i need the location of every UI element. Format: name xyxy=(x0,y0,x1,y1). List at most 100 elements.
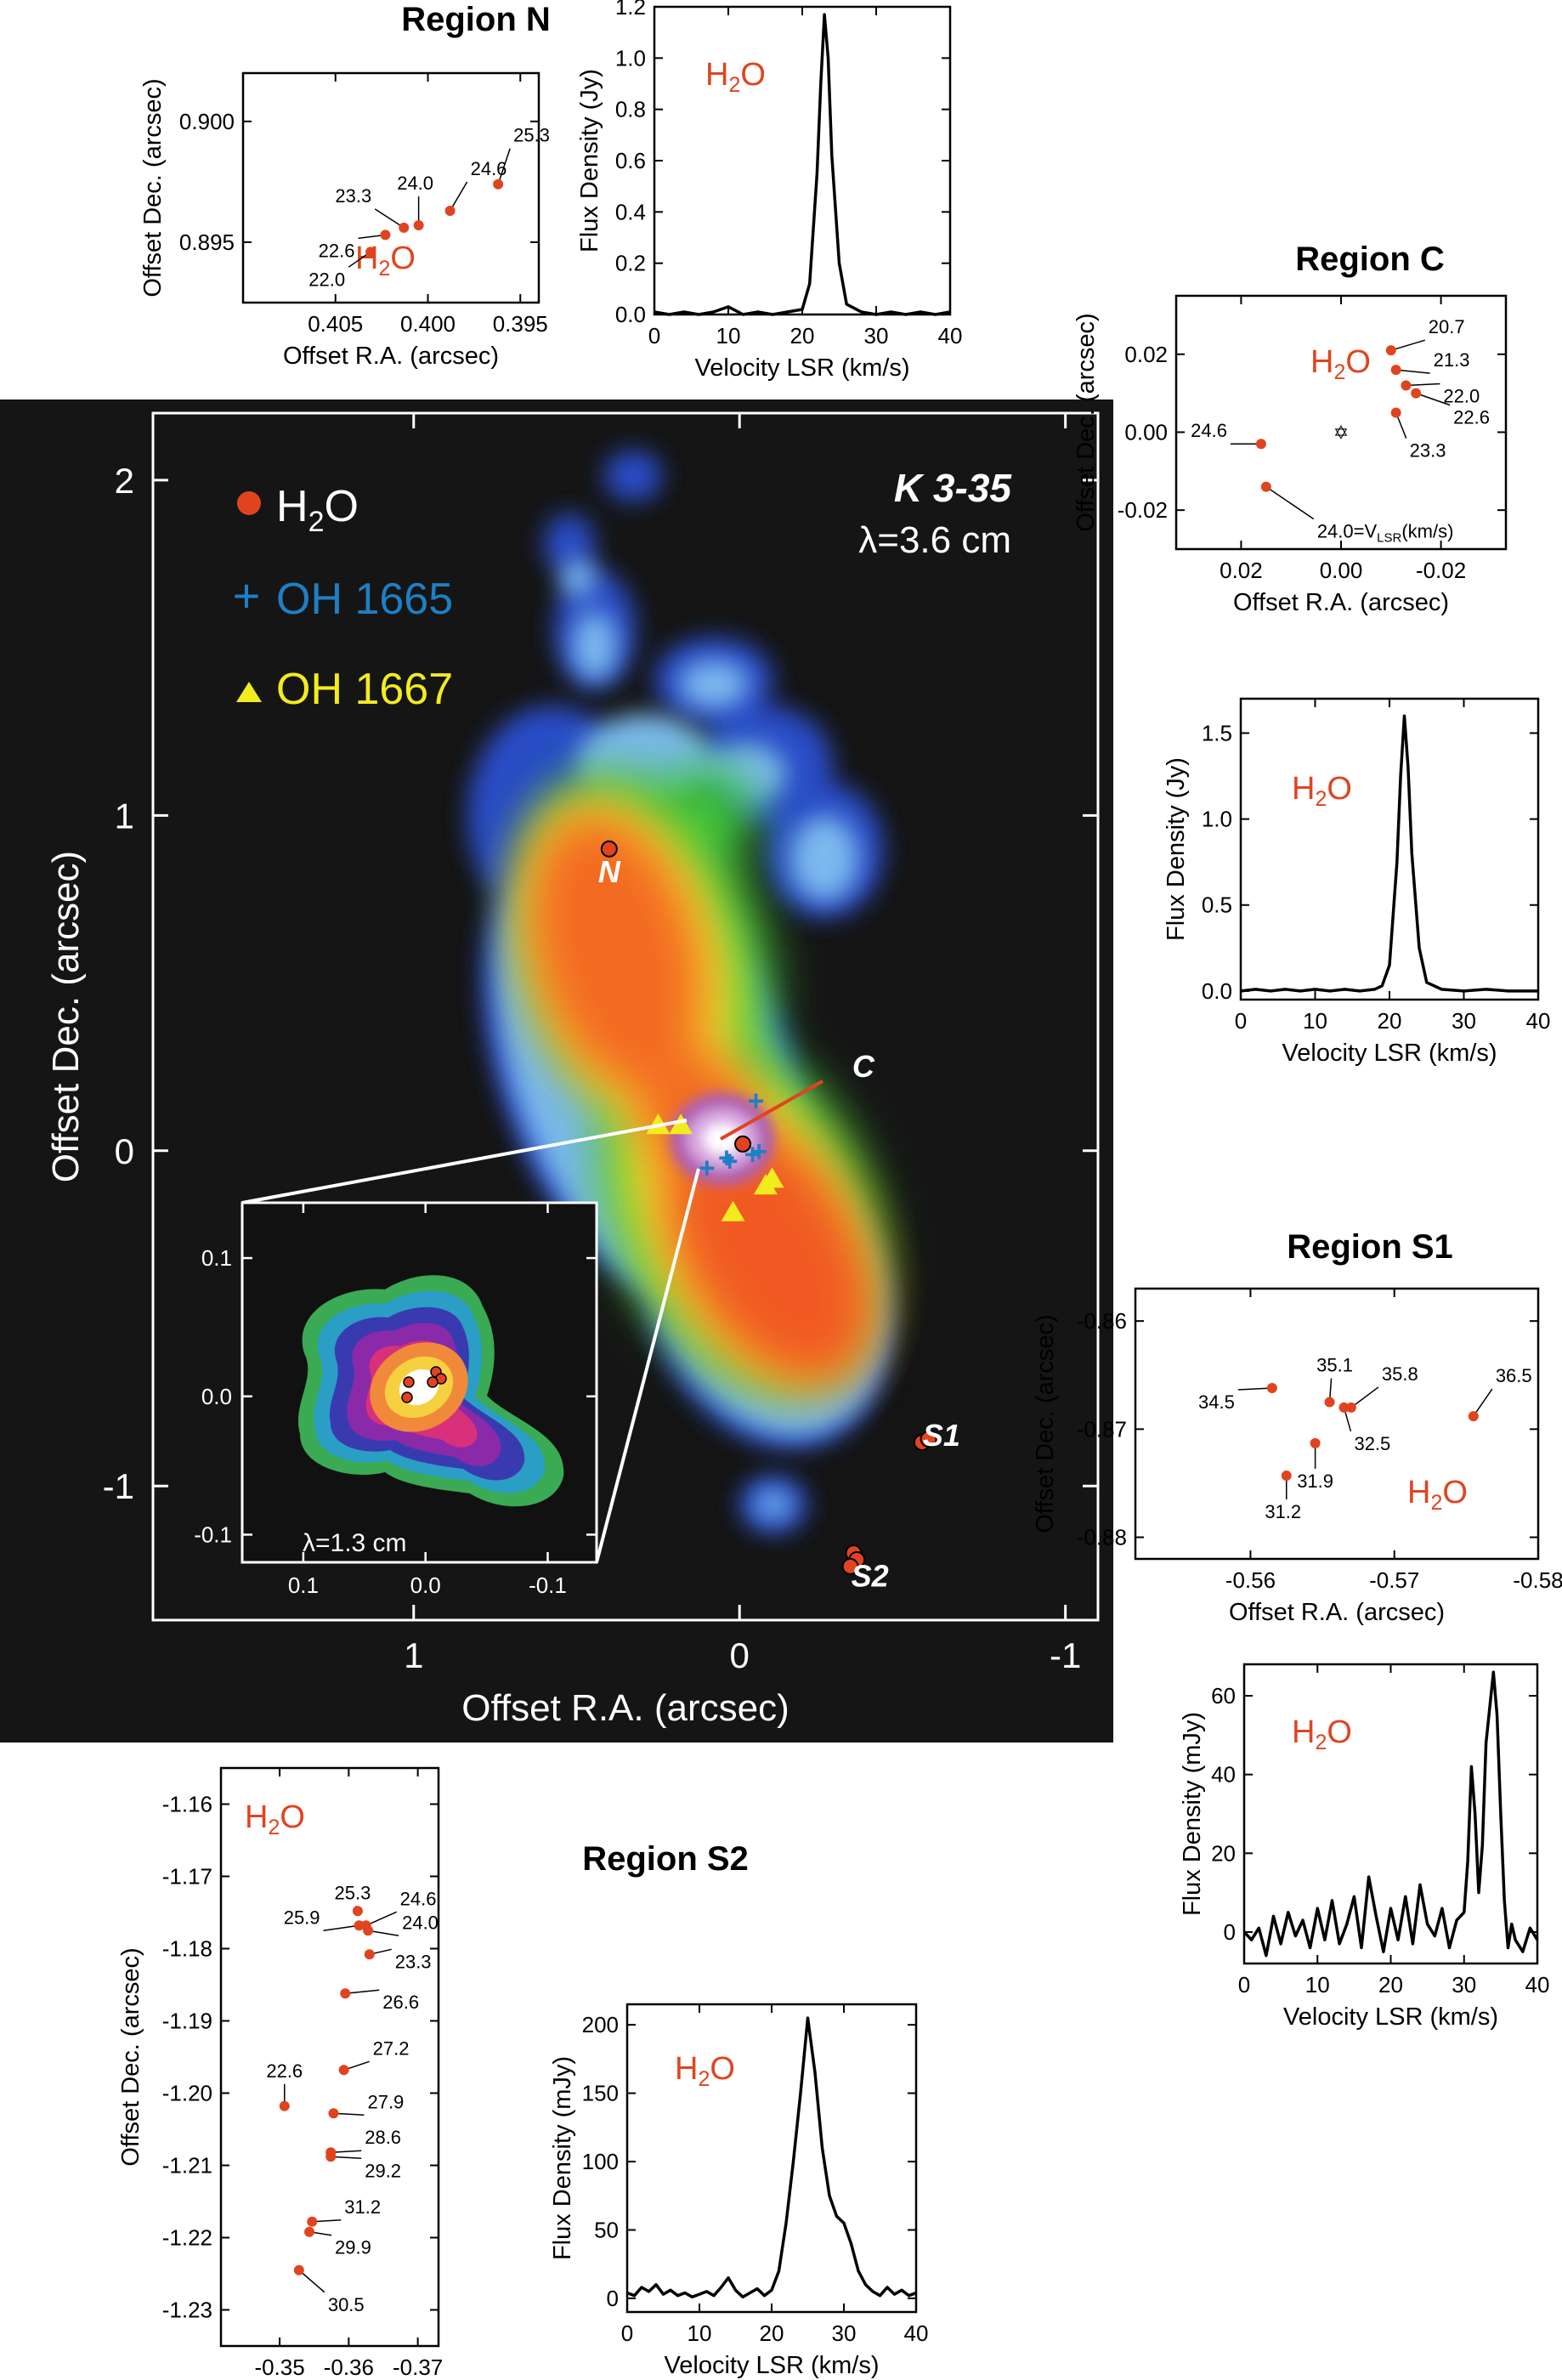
inset-x-tick-label: -0.1 xyxy=(529,1572,567,1598)
point-velocity-label: 28.6 xyxy=(365,2127,401,2148)
h2o-maser-point xyxy=(399,222,410,233)
y-tick-label: -1.20 xyxy=(162,2081,212,2106)
h2o-maser-point xyxy=(1255,439,1266,450)
h2o-maser-point xyxy=(363,1925,374,1936)
x-tick-label: -0.36 xyxy=(324,2354,374,2380)
point-leader-line xyxy=(331,2150,362,2153)
point-velocity-label: 23.3 xyxy=(1410,440,1446,462)
y-tick-label: -1.17 xyxy=(162,1864,212,1890)
h2o-maser-point xyxy=(1260,481,1271,492)
region-c-title: Region C xyxy=(1295,241,1445,278)
region-s1-positions-h2o-annotation: H2O xyxy=(1407,1475,1468,1515)
y-tick-label: -0.88 xyxy=(1077,1525,1127,1550)
oh1667-marker xyxy=(669,1114,693,1135)
y-tick-label: 0.2 xyxy=(615,251,646,276)
h2o-maser-point xyxy=(413,220,424,231)
x-tick-label: 10 xyxy=(688,2320,712,2346)
region-s1-spectrum-x-axis-label: Velocity LSR (km/s) xyxy=(1283,2003,1498,2031)
legend-h2o-marker xyxy=(237,491,261,515)
point-velocity-label: 34.5 xyxy=(1198,1391,1235,1413)
point-velocity-label: 23.3 xyxy=(395,1951,432,1972)
legend-oh1667-marker xyxy=(236,682,262,702)
h2o-maser-point xyxy=(1411,388,1422,399)
x-tick-label: 10 xyxy=(716,323,741,348)
main-y-axis-label: Offset Dec. (arcsec) xyxy=(45,851,87,1182)
h2o-maser-point xyxy=(1390,407,1401,418)
point-leader-line xyxy=(1350,1386,1379,1408)
inset-y-tick-label: 0.0 xyxy=(201,1384,232,1409)
point-velocity-label: 26.6 xyxy=(382,1992,419,2013)
x-tick-label: 0 xyxy=(648,323,660,348)
point-velocity-label: 22.6 xyxy=(319,240,355,261)
x-tick-label: 0.400 xyxy=(400,311,456,337)
region-n-positions-frame xyxy=(241,71,540,304)
oh1665-marker: + xyxy=(699,1153,716,1185)
y-tick-label: -1.22 xyxy=(162,2225,212,2251)
region-s2-positions-y-axis-label: Offset Dec. (arcsec) xyxy=(117,1947,144,2166)
point-leader-line xyxy=(365,1911,397,1926)
region-c-spectrum-panel: 0 10 20 30 40 0.0 0.5 1.0 1.5 Velocity LSR (km/s)… xyxy=(1163,697,1551,1067)
y-tick-label: 0.8 xyxy=(615,97,646,122)
h2o-maser-point xyxy=(1390,365,1401,376)
y-tick-label: -1.16 xyxy=(162,1792,212,1817)
h2o-maser-point xyxy=(444,206,456,216)
y-tick-label: 0.6 xyxy=(615,148,646,173)
x-tick-label: 30 xyxy=(864,323,889,348)
point-velocity-label: 32.5 xyxy=(1354,1433,1390,1454)
point-velocity-label: 31.9 xyxy=(1297,1470,1333,1492)
region-s2-spectrum-frame xyxy=(625,2003,918,2314)
main-y-tick-label: 0 xyxy=(115,1131,134,1171)
region-s1-spectrum-y-axis-label: Flux Density (mJy) xyxy=(1179,1712,1206,1916)
region-s2-spectrum-y-axis-label: Flux Density (mJy) xyxy=(549,2056,576,2260)
x-tick-label: 40 xyxy=(1526,1008,1551,1034)
y-tick-label: 0.0 xyxy=(615,302,646,327)
h2o-maser-point xyxy=(1266,1383,1277,1394)
point-velocity-label: 31.2 xyxy=(344,2196,381,2218)
point-velocity-label: 25.9 xyxy=(284,1907,320,1928)
point-velocity-label: 36.5 xyxy=(1496,1365,1532,1386)
x-tick-label: 10 xyxy=(1303,1008,1327,1034)
h2o-maser-point xyxy=(307,2216,318,2227)
h2o-maser-point xyxy=(354,1920,365,1931)
x-tick-label: 30 xyxy=(832,2320,857,2346)
main-y-tick-label: 1 xyxy=(115,796,134,836)
point-velocity-label: 24.6 xyxy=(400,1888,437,1909)
region-n-spectrum-y-axis-label: Flux Density (Jy) xyxy=(576,69,603,252)
x-tick-label: 30 xyxy=(1452,1008,1476,1034)
y-tick-label: -0.87 xyxy=(1077,1416,1127,1442)
region-s1-title: Region S1 xyxy=(1287,1228,1453,1266)
legend-h2o-label: H2O xyxy=(276,482,359,538)
region-c-positions-panel: 0.02 0.00 -0.02 0.02 0.00 -0.02 Offset R.A. (a… xyxy=(1072,294,1508,616)
x-tick-label: 20 xyxy=(790,323,815,348)
h2o-maser-marker xyxy=(734,1135,752,1153)
inset-y-tick-label: 0.1 xyxy=(201,1245,232,1271)
region-s2-title: Region S2 xyxy=(582,1840,749,1878)
x-tick-label: 0.405 xyxy=(308,311,363,337)
point-leader-line xyxy=(1390,339,1426,351)
h2o-maser-marker xyxy=(600,840,618,858)
y-tick-label: -0.02 xyxy=(1118,497,1168,523)
h2o-maser-point xyxy=(338,2065,349,2076)
point-leader-line xyxy=(333,2112,365,2116)
y-tick-label: 0.02 xyxy=(1124,342,1168,367)
x-tick-label: 20 xyxy=(760,2320,784,2346)
x-tick-label: 40 xyxy=(1525,1972,1550,1998)
h2o-maser-point xyxy=(352,1906,363,1917)
y-tick-label: -1.23 xyxy=(162,2298,212,2323)
y-tick-label: -0.86 xyxy=(1077,1308,1127,1334)
region-s2-spectrum-x-axis-label: Velocity LSR (km/s) xyxy=(665,2352,880,2379)
legend-oh1665-marker: + xyxy=(233,569,261,622)
x-tick-label: 0 xyxy=(1238,1972,1250,1998)
y-tick-label: 1.2 xyxy=(615,0,646,20)
oh1665-marker: + xyxy=(718,1142,735,1175)
region-c-positions-y-axis-label: Offset Dec. (arcsec) xyxy=(1072,313,1100,531)
main-map: 1 0 -1 2 1 0 -1 Offset R.A. (arcsec) Offset De… xyxy=(45,411,1100,1729)
region-n-positions-h2o-annotation: H2O xyxy=(355,241,416,280)
h2o-maser-point xyxy=(493,178,504,190)
point-velocity-label: 24.0 xyxy=(397,173,433,194)
inset-connector-bottom xyxy=(595,1168,700,1563)
y-tick-label: 0.00 xyxy=(1124,419,1168,445)
x-tick-label: -0.57 xyxy=(1369,1567,1419,1593)
x-tick-label: -0.35 xyxy=(254,2354,304,2380)
point-leader-line xyxy=(331,2156,362,2160)
